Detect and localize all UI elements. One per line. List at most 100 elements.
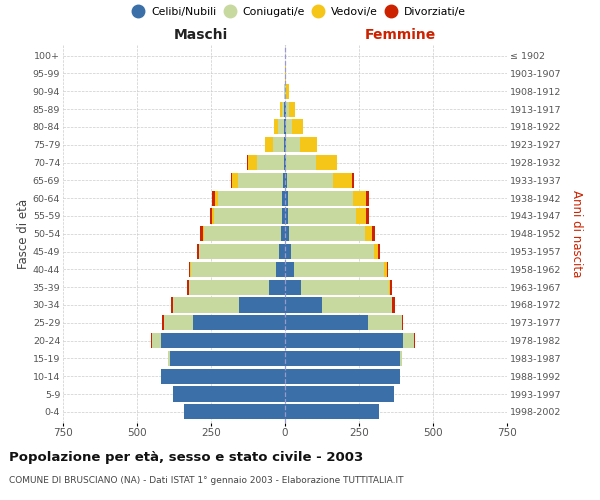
Bar [193,315,285,330]
Bar [356,208,367,224]
Bar [279,244,285,259]
Bar [161,333,285,348]
Bar [173,386,285,402]
Bar [284,155,285,170]
Bar [272,137,284,152]
Bar [269,280,285,294]
Bar [389,280,390,294]
Bar [403,333,414,348]
Bar [172,298,173,312]
Bar [322,298,392,312]
Bar [276,262,285,277]
Bar [168,351,170,366]
Bar [285,333,403,348]
Bar [316,155,337,170]
Bar [232,173,238,188]
Bar [190,280,269,294]
Bar [280,102,282,116]
Bar [170,351,285,366]
Bar [214,208,282,224]
Bar [285,208,288,224]
Bar [285,226,289,242]
Bar [285,190,288,206]
Bar [368,315,402,330]
Bar [285,280,301,294]
Text: Maschi: Maschi [173,28,228,42]
Bar [287,173,333,188]
Bar [248,155,257,170]
Bar [164,315,193,330]
Bar [286,137,301,152]
Bar [173,298,239,312]
Bar [265,137,272,152]
Text: Femmine: Femmine [365,28,436,42]
Bar [373,226,374,242]
Bar [204,226,281,242]
Bar [367,208,370,224]
Bar [285,368,400,384]
Bar [285,351,400,366]
Bar [161,368,285,384]
Bar [285,84,286,99]
Bar [257,155,284,170]
Y-axis label: Fasce di età: Fasce di età [17,198,30,269]
Bar [215,190,218,206]
Bar [162,315,164,330]
Bar [291,244,374,259]
Bar [285,155,286,170]
Bar [301,137,317,152]
Bar [282,208,285,224]
Bar [200,226,203,242]
Bar [286,102,289,116]
Bar [285,262,294,277]
Bar [289,102,295,116]
Bar [400,351,402,366]
Bar [238,173,283,188]
Bar [152,333,161,348]
Bar [274,120,278,134]
Bar [294,262,384,277]
Bar [301,280,389,294]
Y-axis label: Anni di nascita: Anni di nascita [570,190,583,278]
Bar [365,226,373,242]
Bar [333,173,352,188]
Bar [283,173,285,188]
Bar [282,190,285,206]
Bar [239,298,285,312]
Bar [282,102,284,116]
Text: Popolazione per età, sesso e stato civile - 2003: Popolazione per età, sesso e stato civil… [9,452,363,464]
Bar [187,280,189,294]
Bar [197,244,199,259]
Bar [212,208,214,224]
Bar [353,190,367,206]
Bar [218,190,282,206]
Bar [285,404,379,419]
Bar [285,298,322,312]
Bar [367,190,369,206]
Bar [286,120,292,134]
Bar [289,226,365,242]
Bar [285,244,291,259]
Bar [199,244,279,259]
Bar [284,84,285,99]
Bar [285,386,394,402]
Bar [184,404,285,419]
Bar [278,120,284,134]
Bar [378,244,380,259]
Bar [286,84,289,99]
Legend: Celibi/Nubili, Coniugati/e, Vedovi/e, Divorziati/e: Celibi/Nubili, Coniugati/e, Vedovi/e, Di… [130,2,470,21]
Bar [189,262,190,277]
Bar [286,155,316,170]
Bar [390,280,392,294]
Bar [231,173,232,188]
Bar [212,190,215,206]
Bar [386,262,388,277]
Bar [203,226,204,242]
Bar [352,173,354,188]
Bar [285,315,368,330]
Bar [392,298,395,312]
Bar [414,333,415,348]
Bar [374,244,378,259]
Bar [191,262,276,277]
Text: COMUNE DI BRUSCIANO (NA) - Dati ISTAT 1° gennaio 2003 - Elaborazione TUTTITALIA.: COMUNE DI BRUSCIANO (NA) - Dati ISTAT 1°… [9,476,404,485]
